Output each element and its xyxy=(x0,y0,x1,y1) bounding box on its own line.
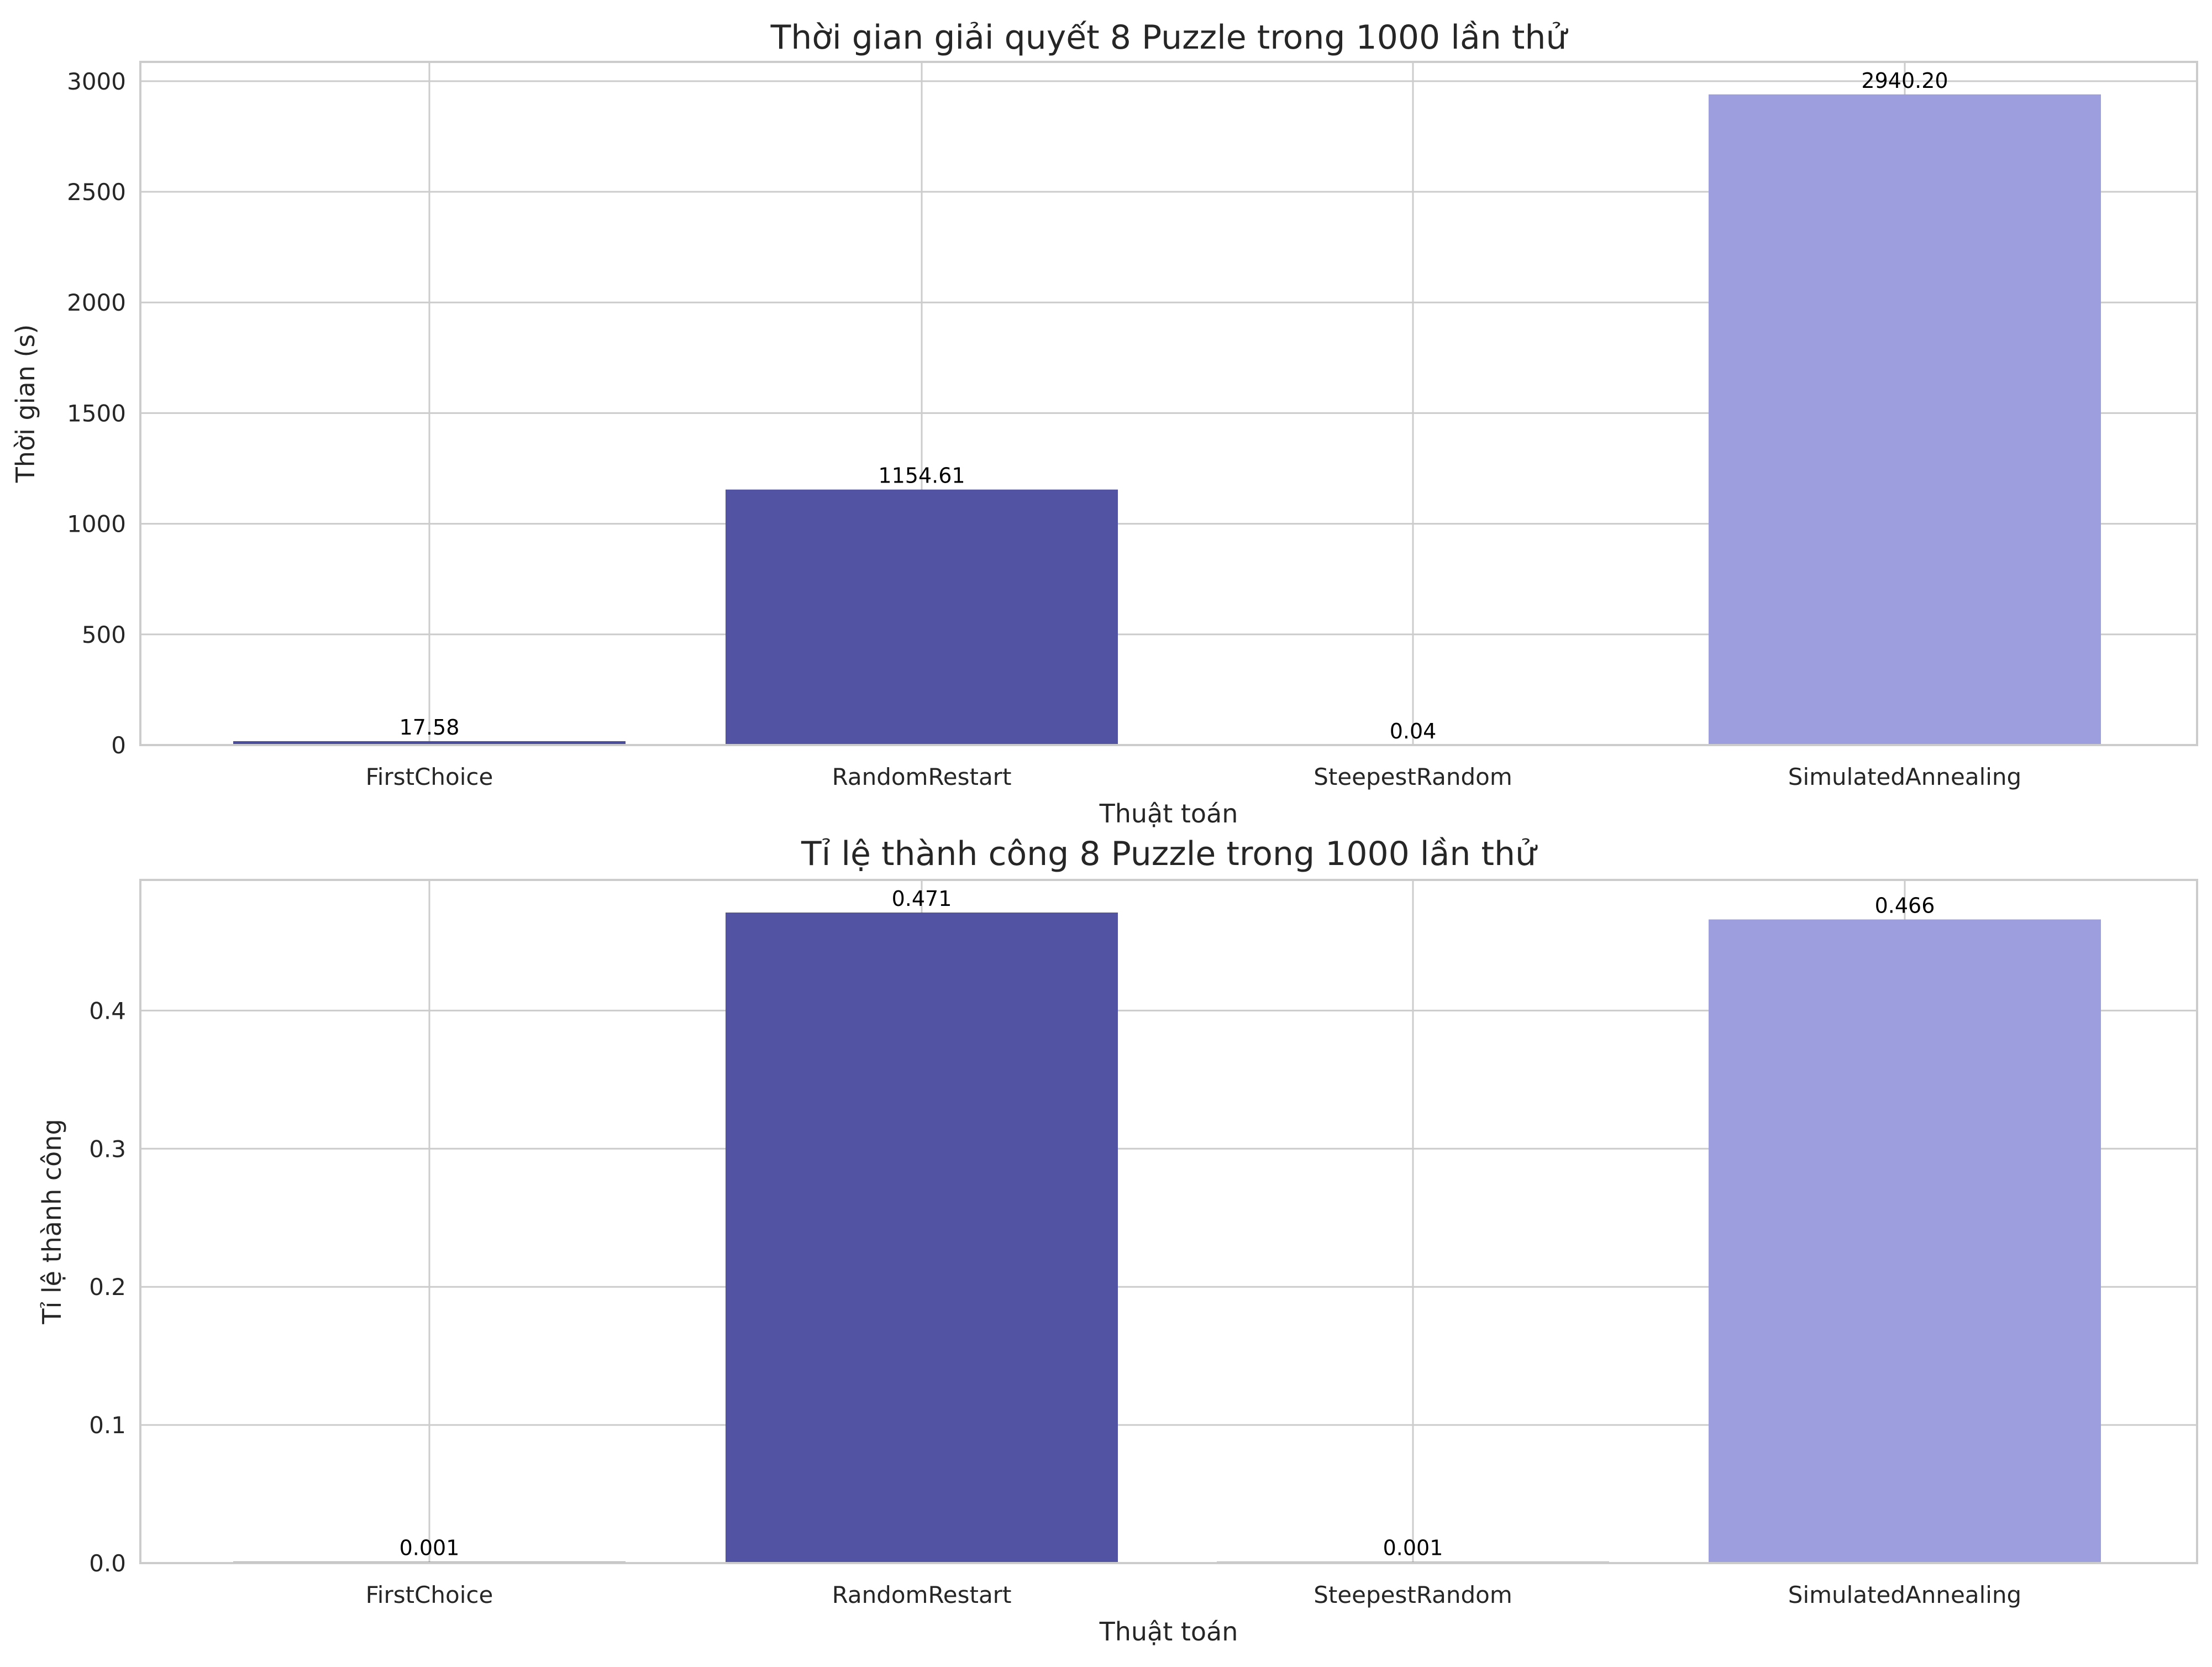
y-tick-label: 500 xyxy=(82,621,126,648)
chart-title: Tỉ lệ thành công 8 Puzzle trong 1000 lần… xyxy=(801,835,1538,873)
data-label: 1154.61 xyxy=(878,464,965,488)
x-axis-label: Thuật toán xyxy=(1099,799,1238,829)
y-tick-label: 0.0 xyxy=(89,1550,126,1577)
data-label: 0.001 xyxy=(400,1536,460,1560)
y-tick-label: 2500 xyxy=(67,179,126,206)
data-label: 0.04 xyxy=(1390,719,1437,743)
x-tick-label: RandomRestart xyxy=(832,763,1012,790)
y-axis-label: Tỉ lệ thành công xyxy=(37,1119,67,1324)
x-tick-label: RandomRestart xyxy=(832,1581,1012,1608)
data-label: 2940.20 xyxy=(1861,69,1948,93)
data-label: 0.466 xyxy=(1875,893,1935,918)
bar-SimulatedAnnealing xyxy=(1709,919,2101,1563)
y-tick-label: 2000 xyxy=(67,289,126,316)
data-label: 17.58 xyxy=(400,715,460,740)
x-tick-label: FirstChoice xyxy=(366,1581,493,1608)
y-tick-label: 0.4 xyxy=(89,997,126,1024)
y-tick-label: 0 xyxy=(111,732,126,759)
y-tick-label: 1500 xyxy=(67,400,126,427)
data-label: 0.001 xyxy=(1383,1536,1443,1560)
x-tick-label: SteepestRandom xyxy=(1313,763,1512,790)
y-axis-label: Thời gian (s) xyxy=(10,324,40,484)
bar-RandomRestart xyxy=(726,913,1118,1563)
x-axis-label: Thuật toán xyxy=(1099,1617,1238,1647)
bar-RandomRestart xyxy=(726,490,1118,745)
bar-SimulatedAnnealing xyxy=(1709,95,2101,745)
y-tick-label: 0.1 xyxy=(89,1412,126,1439)
x-tick-label: SimulatedAnnealing xyxy=(1788,1581,2021,1608)
y-tick-label: 3000 xyxy=(67,68,126,95)
y-tick-label: 1000 xyxy=(67,511,126,538)
y-tick-label: 0.2 xyxy=(89,1273,126,1301)
y-tick-label: 0.3 xyxy=(89,1135,126,1162)
data-label: 0.471 xyxy=(892,887,952,911)
x-tick-label: FirstChoice xyxy=(366,763,493,790)
x-tick-label: SimulatedAnnealing xyxy=(1788,763,2021,790)
x-tick-label: SteepestRandom xyxy=(1313,1581,1512,1608)
chart-title: Thời gian giải quyết 8 Puzzle trong 1000… xyxy=(770,18,1569,57)
